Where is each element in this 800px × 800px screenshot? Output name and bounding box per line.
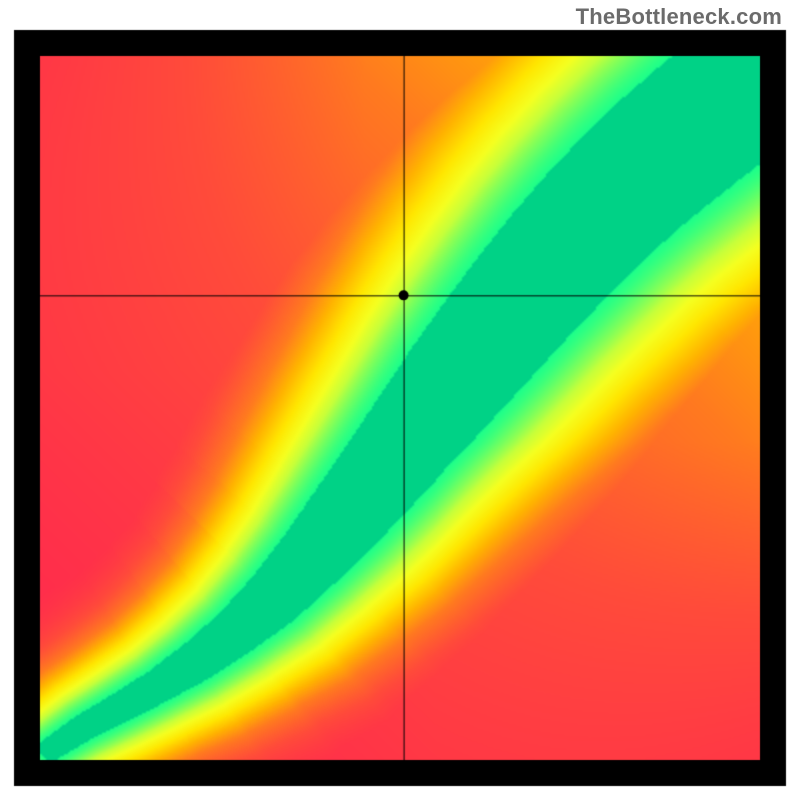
chart-container: TheBottleneck.com [0,0,800,800]
bottleneck-heatmap [0,0,800,800]
watermark-label: TheBottleneck.com [576,4,782,30]
